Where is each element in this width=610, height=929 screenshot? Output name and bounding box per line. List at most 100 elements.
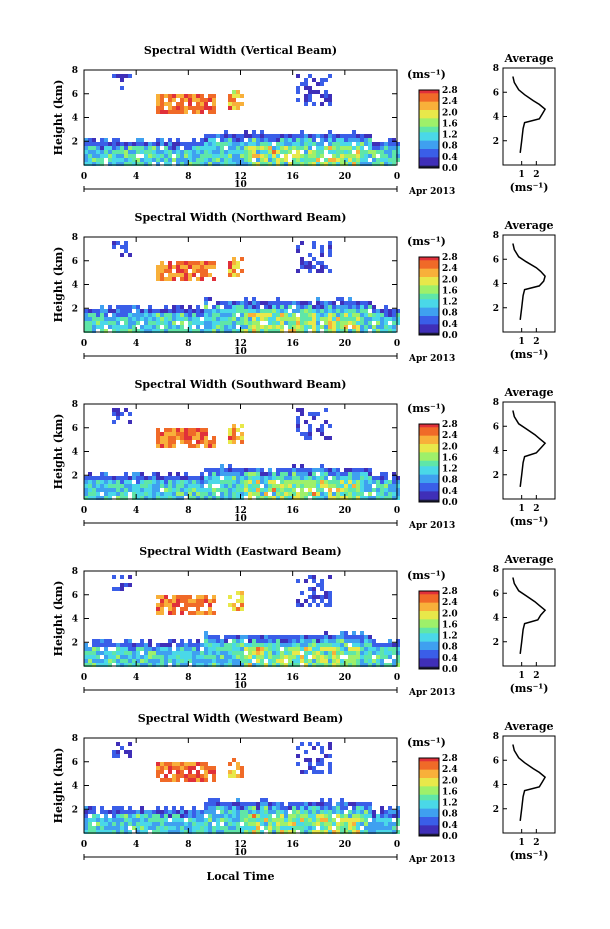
colorbar-tick-label: 1.6	[442, 620, 458, 630]
colorbar-segment	[419, 117, 439, 122]
heatmap-cell	[188, 830, 192, 834]
avg-y-tick-label: 4	[493, 113, 499, 123]
average-frame	[502, 401, 556, 500]
heatmap-cell	[352, 146, 356, 150]
heatmap-cell	[188, 146, 192, 150]
heatmap-cell	[200, 643, 204, 647]
heatmap-cell	[300, 408, 304, 412]
heatmap-cell	[272, 826, 276, 830]
heatmap-cell	[208, 273, 212, 277]
heatmap-cell	[304, 806, 308, 810]
heatmap-cell	[272, 480, 276, 484]
heatmap-cell	[224, 301, 228, 305]
heatmap-cell	[128, 309, 132, 313]
heatmap-cell	[296, 424, 300, 428]
heatmap-cell	[364, 142, 368, 146]
heatmap-cell	[176, 102, 180, 106]
heatmap-cell	[116, 643, 120, 647]
heatmap-cell	[208, 162, 212, 166]
heatmap-cell	[200, 826, 204, 830]
heatmap-cell	[116, 138, 120, 142]
heatmap-cell	[232, 90, 236, 94]
heatmap-cell	[88, 476, 92, 480]
heatmap-cell	[264, 635, 268, 639]
heatmap-cell	[336, 134, 340, 138]
x-tick-label: 20	[339, 506, 352, 516]
heatmap-cell	[192, 651, 196, 655]
heatmap-cell	[108, 830, 112, 834]
colorbar-segment	[419, 165, 439, 169]
heatmap-cell	[180, 106, 184, 110]
heatmap-cell	[160, 277, 164, 281]
heatmap-cell	[336, 655, 340, 659]
heatmap-cell	[132, 472, 136, 476]
colorbar-segment	[419, 618, 439, 623]
heatmap-cell	[276, 468, 280, 472]
heatmap-cell	[228, 436, 232, 440]
heatmap-cell	[212, 313, 216, 317]
heatmap-cell	[348, 480, 352, 484]
heatmap-cell	[128, 583, 132, 587]
heatmap-cell	[252, 329, 256, 333]
heatmap-cell	[152, 309, 156, 313]
heatmap-cell	[176, 472, 180, 476]
heatmap-cell	[124, 496, 128, 500]
heatmap-cell	[236, 317, 240, 321]
heatmap-cell	[196, 488, 200, 492]
heatmap-cell	[176, 488, 180, 492]
heatmap-cell	[124, 484, 128, 488]
heatmap-cell	[212, 480, 216, 484]
colorbar-segment	[419, 268, 439, 272]
colorbar-segment	[419, 140, 439, 144]
heatmap-cell	[308, 476, 312, 480]
heatmap-cell	[204, 150, 208, 154]
heatmap-cell	[204, 643, 208, 647]
heatmap-cell	[168, 432, 172, 436]
heatmap-cell	[248, 484, 252, 488]
x-tick-label: 20	[339, 172, 352, 182]
heatmap-cell	[140, 146, 144, 150]
heatmap-cell	[156, 138, 160, 142]
heatmap-cell	[124, 810, 128, 814]
heatmap-cell	[268, 639, 272, 643]
heatmap-cell	[280, 329, 284, 333]
heatmap-cell	[316, 90, 320, 94]
heatmap-cell	[260, 802, 264, 806]
heatmap-cell	[356, 301, 360, 305]
heatmap-cell	[192, 476, 196, 480]
heatmap-cell	[248, 810, 252, 814]
heatmap-cell	[312, 822, 316, 826]
colorbar-segment	[419, 437, 439, 442]
heatmap-cell	[156, 432, 160, 436]
heatmap-cell	[116, 150, 120, 154]
x-tick-label: 16	[286, 506, 299, 516]
heatmap-cell	[112, 655, 116, 659]
heatmap-cell	[324, 591, 328, 595]
heatmap-cell	[352, 655, 356, 659]
heatmap-cell	[180, 830, 184, 834]
heatmap-cell	[344, 317, 348, 321]
heatmap-cell	[108, 321, 112, 325]
heatmap-cell	[120, 158, 124, 162]
heatmap-cell	[356, 639, 360, 643]
heatmap-cell	[316, 484, 320, 488]
heatmap-cell	[212, 472, 216, 476]
heatmap-cell	[368, 651, 372, 655]
heatmap-cell	[328, 810, 332, 814]
heatmap-cell	[100, 484, 104, 488]
heatmap-cell	[120, 651, 124, 655]
heatmap-cell	[244, 468, 248, 472]
heatmap-cell	[216, 321, 220, 325]
heatmap-cell	[204, 778, 208, 782]
heatmap-cell	[228, 762, 232, 766]
heatmap-cell	[332, 476, 336, 480]
heatmap-cell	[232, 822, 236, 826]
heatmap-cell	[368, 822, 372, 826]
heatmap-cell	[120, 488, 124, 492]
heatmap-cell	[340, 313, 344, 317]
heatmap-cell	[316, 480, 320, 484]
heatmap-cell	[172, 321, 176, 325]
heatmap-cell	[292, 146, 296, 150]
heatmap-cell	[328, 134, 332, 138]
heatmap-cell	[244, 309, 248, 313]
